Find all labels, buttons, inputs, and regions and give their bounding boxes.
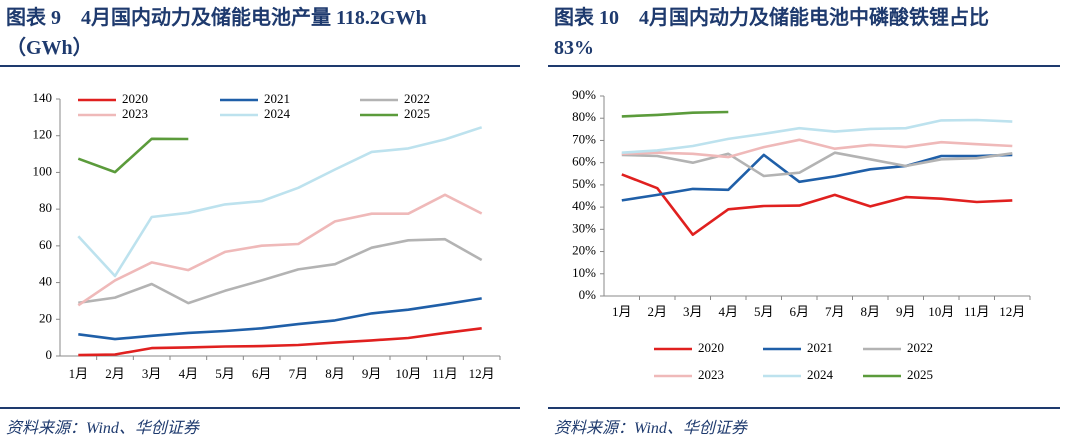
series-line bbox=[621, 153, 1013, 202]
y-tick-label: 90% bbox=[572, 87, 596, 102]
title-rule bbox=[0, 65, 520, 67]
series-line bbox=[77, 137, 189, 174]
x-tick-label: 9月 bbox=[362, 366, 382, 381]
y-tick-label: 80% bbox=[572, 109, 596, 124]
y-tick-label: 20% bbox=[572, 243, 596, 258]
source-rule bbox=[548, 407, 1060, 409]
x-tick-label: 11月 bbox=[964, 304, 990, 319]
chart-title: 图表 10 4月国内动力及储能电池中磷酸铁锂占比 bbox=[554, 7, 989, 29]
series-line bbox=[77, 193, 483, 307]
chart: 0% 10% 20% 30% 40% 50% 60% 70% 80% 90% 1月 2月 3月 4月 5月 6… bbox=[572, 87, 1031, 382]
legend-label: 2020 bbox=[698, 340, 724, 355]
y-tick-label: 30% bbox=[572, 220, 596, 235]
series-line bbox=[621, 118, 1013, 154]
x-tick-label: 7月 bbox=[289, 366, 309, 381]
y-tick-label: 60 bbox=[39, 237, 52, 252]
y-tick-label: 10% bbox=[572, 265, 596, 280]
source-note: 资料来源：Wind、华创证券 bbox=[6, 420, 199, 437]
y-tick-label: 70% bbox=[572, 131, 596, 146]
x-tick-label: 7月 bbox=[825, 304, 845, 319]
y-tick-label: 120 bbox=[33, 127, 53, 142]
series-line bbox=[621, 138, 1013, 159]
chart: 0 20 40 60 80 100 120 140 1月 2月 3月 4月 5月 6月 7月 8月 9月 10月 1… bbox=[33, 90, 501, 381]
legend-label: 2022 bbox=[907, 340, 933, 355]
x-tick-label: 10月 bbox=[395, 366, 421, 381]
y-tick-label: 50% bbox=[572, 176, 596, 191]
source-note: 资料来源：Wind、华创证券 bbox=[554, 420, 747, 437]
series-line bbox=[78, 237, 483, 305]
x-tick-label: 4月 bbox=[179, 366, 199, 381]
legend-label: 2024 bbox=[807, 367, 834, 382]
x-tick-label: 1月 bbox=[612, 304, 632, 319]
y-tick-label: 0 bbox=[46, 347, 53, 362]
chart-panel: 图表 10 4月国内动力及储能电池中磷酸铁锂占比 83% 资料来源：Wind、华创证… bbox=[548, 0, 1060, 440]
x-tick-label: 6月 bbox=[789, 304, 809, 319]
y-tick-label: 80 bbox=[39, 200, 52, 215]
x-tick-label: 5月 bbox=[754, 304, 774, 319]
series-line bbox=[78, 327, 482, 357]
x-tick-label: 12月 bbox=[469, 366, 495, 381]
legend-label: 2023 bbox=[122, 106, 148, 121]
x-tick-label: 6月 bbox=[252, 366, 272, 381]
x-tick-label: 2月 bbox=[647, 304, 667, 319]
legend-label: 2020 bbox=[122, 91, 148, 106]
chart-title: 83% bbox=[554, 37, 594, 59]
y-tick-label: 0% bbox=[579, 287, 597, 302]
x-tick-label: 8月 bbox=[325, 366, 345, 381]
x-tick-label: 9月 bbox=[896, 304, 916, 319]
y-tick-label: 60% bbox=[572, 154, 596, 169]
x-tick-label: 8月 bbox=[860, 304, 880, 319]
y-tick-label: 20 bbox=[39, 310, 52, 325]
legend-label: 2025 bbox=[404, 106, 430, 121]
title-rule bbox=[548, 65, 1060, 67]
x-tick-label: 4月 bbox=[718, 304, 738, 319]
chart-title: （GWh） bbox=[6, 37, 93, 59]
legend-label: 2023 bbox=[698, 367, 724, 382]
legend-label: 2025 bbox=[907, 367, 933, 382]
series-line bbox=[621, 173, 1013, 236]
x-tick-label: 10月 bbox=[928, 304, 954, 319]
y-tick-label: 40% bbox=[572, 198, 596, 213]
legend-label: 2021 bbox=[807, 340, 833, 355]
series-line bbox=[77, 126, 483, 278]
x-tick-label: 5月 bbox=[215, 366, 235, 381]
legend-label: 2024 bbox=[264, 106, 291, 121]
y-tick-label: 140 bbox=[33, 90, 53, 105]
legend-label: 2021 bbox=[264, 91, 290, 106]
x-tick-label: 2月 bbox=[105, 366, 125, 381]
chart-title: 图表 9 4月国内动力及储能电池产量 118.2GWh bbox=[6, 7, 427, 29]
x-tick-label: 12月 bbox=[999, 304, 1025, 319]
series-line bbox=[621, 151, 1013, 178]
chart-panel: 图表 9 4月国内动力及储能电池产量 118.2GWh （GWh） 资料来源：Win… bbox=[0, 0, 520, 440]
x-tick-label: 3月 bbox=[683, 304, 703, 319]
x-tick-label: 11月 bbox=[432, 366, 458, 381]
source-rule bbox=[0, 407, 520, 409]
y-tick-label: 100 bbox=[33, 163, 53, 178]
x-tick-label: 1月 bbox=[69, 366, 89, 381]
y-tick-label: 40 bbox=[39, 274, 52, 289]
series-line bbox=[78, 297, 482, 341]
x-tick-label: 3月 bbox=[142, 366, 162, 381]
legend-label: 2022 bbox=[404, 91, 430, 106]
series-line bbox=[621, 110, 729, 118]
